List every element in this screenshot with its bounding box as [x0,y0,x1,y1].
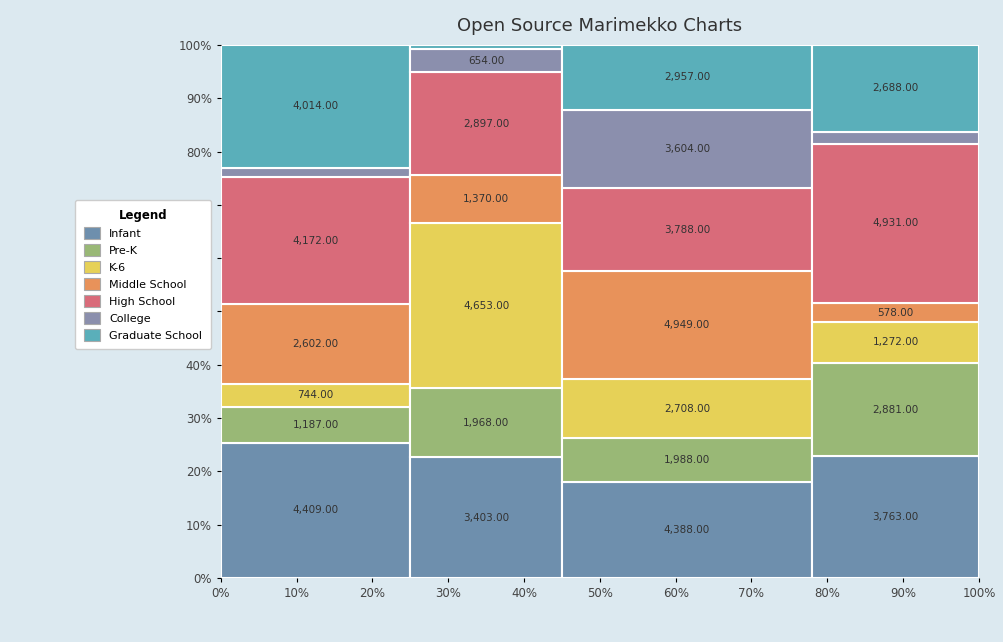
Text: 4,409.00: 4,409.00 [292,505,338,516]
FancyBboxPatch shape [562,110,811,188]
FancyBboxPatch shape [410,223,562,388]
FancyBboxPatch shape [221,443,410,578]
FancyBboxPatch shape [410,45,562,49]
FancyBboxPatch shape [221,45,410,168]
Text: 4,014.00: 4,014.00 [292,101,338,111]
Legend: Infant, Pre-K, K-6, Middle School, High School, College, Graduate School: Infant, Pre-K, K-6, Middle School, High … [75,200,211,349]
FancyBboxPatch shape [221,384,410,406]
FancyBboxPatch shape [410,49,562,73]
FancyBboxPatch shape [811,303,978,322]
Title: Open Source Marimekko Charts: Open Source Marimekko Charts [457,17,741,35]
Text: 4,653.00: 4,653.00 [462,300,509,311]
FancyBboxPatch shape [221,406,410,443]
FancyBboxPatch shape [811,45,978,132]
Text: 2,688.00: 2,688.00 [872,83,918,93]
Text: 3,604.00: 3,604.00 [663,144,709,154]
FancyBboxPatch shape [562,271,811,379]
Text: 3,763.00: 3,763.00 [872,512,918,522]
Text: 4,931.00: 4,931.00 [872,218,918,229]
FancyBboxPatch shape [221,304,410,384]
FancyBboxPatch shape [811,363,978,456]
FancyBboxPatch shape [562,379,811,438]
Text: 1,187.00: 1,187.00 [292,420,338,430]
Text: 3,403.00: 3,403.00 [462,512,509,523]
FancyBboxPatch shape [811,456,978,578]
Text: 1,370.00: 1,370.00 [462,194,509,204]
Text: 2,881.00: 2,881.00 [872,404,918,415]
FancyBboxPatch shape [811,132,978,144]
Text: 1,968.00: 1,968.00 [462,417,509,428]
FancyBboxPatch shape [410,458,562,578]
FancyBboxPatch shape [221,177,410,304]
Text: 654.00: 654.00 [467,56,504,65]
Text: 578.00: 578.00 [877,308,913,318]
Text: 3,788.00: 3,788.00 [663,225,709,235]
FancyBboxPatch shape [562,188,811,271]
FancyBboxPatch shape [221,168,410,177]
Text: 2,708.00: 2,708.00 [663,404,709,414]
Text: 744.00: 744.00 [297,390,333,401]
FancyBboxPatch shape [410,388,562,458]
FancyBboxPatch shape [562,482,811,578]
FancyBboxPatch shape [562,438,811,482]
Text: 4,172.00: 4,172.00 [292,236,338,246]
Text: 1,988.00: 1,988.00 [663,455,709,465]
FancyBboxPatch shape [410,175,562,223]
Text: 4,388.00: 4,388.00 [663,525,709,535]
Text: 1,272.00: 1,272.00 [872,338,918,347]
Text: 2,957.00: 2,957.00 [663,73,709,82]
FancyBboxPatch shape [811,322,978,363]
Text: 2,602.00: 2,602.00 [292,339,338,349]
FancyBboxPatch shape [811,144,978,303]
Text: 4,949.00: 4,949.00 [663,320,709,330]
Text: 2,897.00: 2,897.00 [462,119,509,128]
FancyBboxPatch shape [410,73,562,175]
FancyBboxPatch shape [562,45,811,110]
